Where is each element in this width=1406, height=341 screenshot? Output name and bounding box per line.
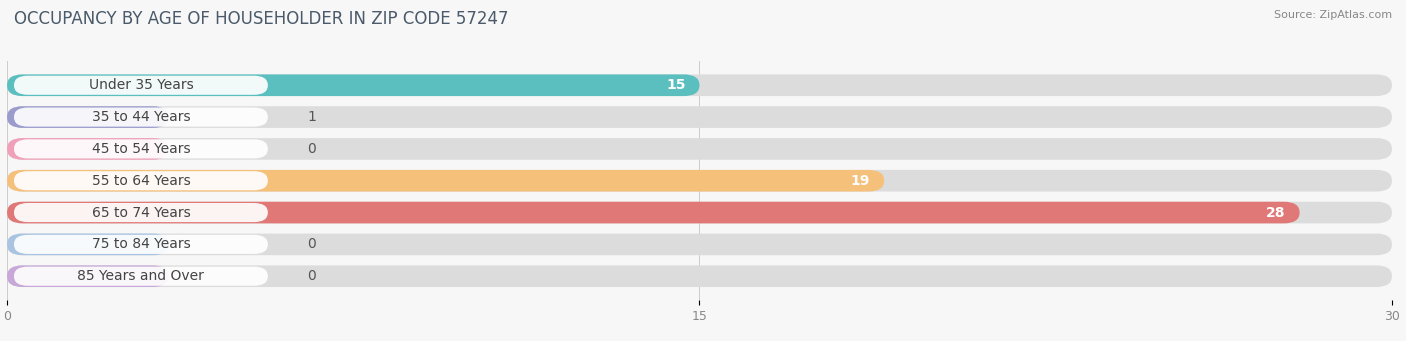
Text: 0: 0 — [307, 269, 316, 283]
FancyBboxPatch shape — [7, 265, 1392, 287]
Text: 85 Years and Over: 85 Years and Over — [77, 269, 204, 283]
Text: 45 to 54 Years: 45 to 54 Years — [91, 142, 190, 156]
Text: Source: ZipAtlas.com: Source: ZipAtlas.com — [1274, 10, 1392, 20]
Text: 19: 19 — [851, 174, 870, 188]
FancyBboxPatch shape — [14, 235, 269, 254]
FancyBboxPatch shape — [7, 170, 1392, 192]
Text: 75 to 84 Years: 75 to 84 Years — [91, 237, 190, 251]
FancyBboxPatch shape — [7, 202, 1392, 223]
FancyBboxPatch shape — [14, 171, 269, 190]
FancyBboxPatch shape — [7, 138, 169, 160]
FancyBboxPatch shape — [14, 139, 269, 159]
Text: 28: 28 — [1267, 206, 1285, 220]
FancyBboxPatch shape — [7, 74, 700, 96]
Text: 65 to 74 Years: 65 to 74 Years — [91, 206, 190, 220]
FancyBboxPatch shape — [7, 234, 169, 255]
Text: Under 35 Years: Under 35 Years — [89, 78, 193, 92]
FancyBboxPatch shape — [14, 203, 269, 222]
FancyBboxPatch shape — [7, 265, 169, 287]
Text: 0: 0 — [307, 142, 316, 156]
Text: OCCUPANCY BY AGE OF HOUSEHOLDER IN ZIP CODE 57247: OCCUPANCY BY AGE OF HOUSEHOLDER IN ZIP C… — [14, 10, 509, 28]
FancyBboxPatch shape — [14, 76, 269, 95]
FancyBboxPatch shape — [14, 107, 269, 127]
FancyBboxPatch shape — [7, 106, 1392, 128]
FancyBboxPatch shape — [7, 106, 169, 128]
FancyBboxPatch shape — [14, 267, 269, 286]
FancyBboxPatch shape — [7, 138, 1392, 160]
Text: 0: 0 — [307, 237, 316, 251]
FancyBboxPatch shape — [7, 202, 1299, 223]
Text: 1: 1 — [307, 110, 316, 124]
Text: 15: 15 — [666, 78, 686, 92]
FancyBboxPatch shape — [7, 170, 884, 192]
Text: 35 to 44 Years: 35 to 44 Years — [91, 110, 190, 124]
FancyBboxPatch shape — [7, 74, 1392, 96]
FancyBboxPatch shape — [7, 234, 1392, 255]
Text: 55 to 64 Years: 55 to 64 Years — [91, 174, 190, 188]
